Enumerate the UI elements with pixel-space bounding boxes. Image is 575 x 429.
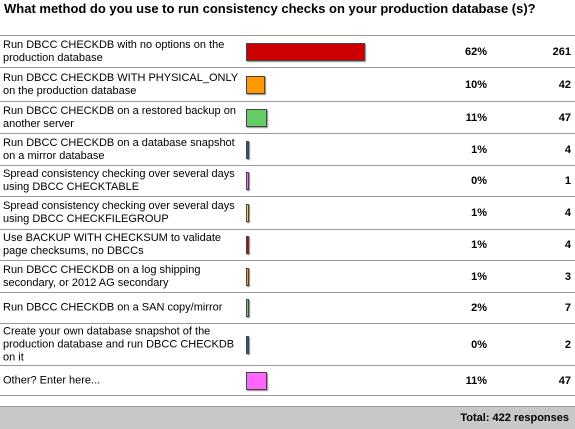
answer-label: Spread consistency checking over several… <box>3 200 235 225</box>
count-label: 47 <box>558 111 571 124</box>
count-label: 42 <box>558 78 571 91</box>
bar-cell <box>246 166 371 196</box>
result-bar <box>246 371 267 390</box>
result-bar <box>246 204 249 222</box>
answer-label: Run DBCC CHECKDB WITH PHYSICAL_ONLY on t… <box>3 71 238 97</box>
total-responses: Total: 422 responses <box>460 412 569 424</box>
total-footer: Total: 422 responses <box>0 406 575 429</box>
result-bar <box>246 140 249 159</box>
result-bar <box>246 42 365 61</box>
result-row: Run DBCC CHECKDB on a database snapshot … <box>0 134 575 166</box>
bar-cell <box>246 366 371 395</box>
count-label: 47 <box>558 374 571 387</box>
percent-label: 62% <box>464 45 487 58</box>
result-bar <box>246 236 249 254</box>
result-row: Run DBCC CHECKDB on a log shipping secon… <box>0 261 575 293</box>
result-bar <box>246 299 249 317</box>
percent-label: 1% <box>471 239 487 251</box>
percent-label: 0% <box>471 175 487 187</box>
answer-label: Run DBCC CHECKDB on a database snapshot … <box>3 136 235 162</box>
bar-cell <box>246 230 371 260</box>
bar-cell <box>246 36 371 67</box>
bar-cell <box>246 68 371 101</box>
result-bar <box>246 172 249 190</box>
percent-label: 10% <box>464 78 487 91</box>
percent-label: 0% <box>471 338 487 351</box>
bar-cell <box>246 324 371 365</box>
result-row: Run DBCC CHECKDB with no options on the … <box>0 36 575 68</box>
answer-label: Run DBCC CHECKDB on a log shipping secon… <box>3 263 201 289</box>
count-label: 4 <box>564 239 571 251</box>
result-bar <box>246 108 267 127</box>
count-label: 261 <box>552 45 571 58</box>
result-row: Run DBCC CHECKDB WITH PHYSICAL_ONLY on t… <box>0 68 575 102</box>
answer-label: Other? Enter here... <box>3 374 101 386</box>
answer-label: Create your own database snapshot of the… <box>3 325 235 363</box>
count-label: 4 <box>564 143 571 156</box>
percent-label: 1% <box>471 270 487 283</box>
bar-cell <box>246 102 371 133</box>
result-bar <box>246 335 249 354</box>
answer-label: Spread consistency checking over several… <box>3 168 235 193</box>
result-row: Create your own database snapshot of the… <box>0 324 575 366</box>
answer-label: Run DBCC CHECKDB with no options on the … <box>3 38 225 64</box>
results-table: Run DBCC CHECKDB with no options on the … <box>0 35 575 396</box>
bar-cell <box>246 261 371 292</box>
result-row: Use BACKUP WITH CHECKSUM to validate pag… <box>0 230 575 261</box>
result-row: Run DBCC CHECKDB on a SAN copy/mirror 2% 7 <box>0 293 575 324</box>
result-row: Other? Enter here... 11% 47 <box>0 366 575 396</box>
result-bar <box>246 75 265 94</box>
result-row: Run DBCC CHECKDB on a restored backup on… <box>0 102 575 134</box>
result-row: Spread consistency checking over several… <box>0 197 575 230</box>
bar-cell <box>246 134 371 165</box>
count-label: 7 <box>564 302 571 314</box>
bar-cell <box>246 197 371 229</box>
bar-cell <box>246 293 371 323</box>
count-label: 4 <box>564 207 571 219</box>
poll-question: What method do you use to run consistenc… <box>4 1 536 16</box>
result-bar <box>246 267 249 286</box>
count-label: 2 <box>564 338 571 351</box>
percent-label: 1% <box>471 207 487 219</box>
percent-label: 2% <box>471 302 487 314</box>
percent-label: 11% <box>465 111 487 124</box>
answer-label: Use BACKUP WITH CHECKSUM to validate pag… <box>3 232 222 257</box>
count-label: 3 <box>564 270 571 283</box>
percent-label: 1% <box>471 143 487 156</box>
percent-label: 11% <box>465 374 487 387</box>
count-label: 1 <box>564 175 571 187</box>
result-row: Spread consistency checking over several… <box>0 166 575 197</box>
answer-label: Run DBCC CHECKDB on a restored backup on… <box>3 104 236 130</box>
answer-label: Run DBCC CHECKDB on a SAN copy/mirror <box>3 301 223 314</box>
